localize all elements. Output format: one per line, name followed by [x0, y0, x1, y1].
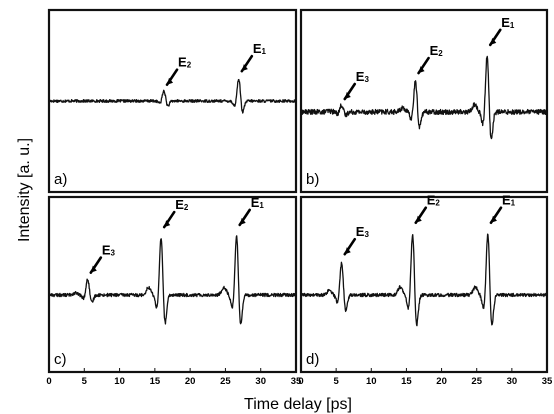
x-tick-label: 5: [82, 376, 88, 387]
series-line: [300, 233, 548, 327]
annotation-E1: E1: [238, 195, 264, 227]
panel-a: a) E2 E1: [47, 8, 298, 194]
x-tick-label: 35: [542, 376, 553, 387]
x-tick-label: 0: [298, 376, 303, 387]
x-tick-label: 15: [401, 376, 412, 387]
annotation-label: E1: [501, 15, 515, 30]
arrowhead-icon: [344, 247, 351, 255]
x-tick-label: 15: [150, 376, 161, 387]
x-tick-label: 10: [366, 376, 377, 387]
x-tick-label: 25: [220, 376, 231, 387]
annotation-E2: E2: [417, 43, 444, 75]
x-axis: 0 5 10 15 20 25 30 350 5 10 15 20 25 30 35: [46, 368, 553, 387]
panel-d: d) E3 E2 E1: [299, 193, 549, 374]
x-tick-label: 0: [46, 376, 51, 387]
annotation-label: E2: [178, 55, 192, 70]
arrowhead-icon: [241, 64, 248, 72]
y-axis-title: Intensity [a. u.]: [16, 138, 33, 242]
annotation-label: E2: [175, 197, 189, 212]
arrowhead-icon: [164, 220, 171, 228]
series-line: [300, 55, 548, 140]
arrowhead-icon: [344, 92, 351, 100]
annotation-label: E1: [502, 193, 516, 208]
x-tick-label: 35: [291, 376, 302, 387]
x-tick-label: 10: [114, 376, 125, 387]
x-tick-label: 20: [436, 376, 447, 387]
panel-label: d): [306, 351, 319, 368]
arrowhead-icon: [490, 215, 497, 223]
panel-frame: [47, 195, 298, 374]
arrowhead-icon: [418, 66, 425, 74]
arrowhead-icon: [415, 215, 422, 223]
annotation-label: E3: [356, 224, 370, 239]
arrowhead-icon: [167, 77, 174, 85]
annotation-E3: E3: [343, 69, 370, 101]
annotation-label: E3: [356, 69, 370, 84]
annotation-label: E2: [430, 43, 444, 58]
panel-frame: [299, 8, 549, 194]
annotation-label: E2: [427, 193, 441, 208]
arrowhead-icon: [90, 265, 97, 273]
x-axis-title: Time delay [ps]: [244, 396, 352, 413]
arrowhead-icon: [239, 217, 246, 225]
panel-label: b): [306, 171, 319, 188]
annotation-E3: E3: [89, 243, 116, 274]
panels: a) E2 E1 b) E3 E2 E1 c) E3 E2 E1 d) E3 E2 E1: [47, 8, 549, 374]
annotation-label: E3: [102, 243, 116, 258]
annotation-E3: E3: [343, 224, 370, 256]
panel-frame: [299, 195, 549, 374]
panel-c: c) E3 E2 E1: [47, 195, 298, 374]
annotation-E1: E1: [240, 41, 267, 73]
x-tick-label: 25: [471, 376, 482, 387]
arrowhead-icon: [490, 37, 497, 45]
annotation-label: E1: [253, 41, 267, 56]
annotation-E2: E2: [165, 55, 192, 87]
x-tick-label: 30: [507, 376, 518, 387]
series-line: [48, 235, 297, 325]
panel-b: b) E3 E2 E1: [299, 8, 549, 194]
panel-label: a): [54, 171, 67, 188]
series-line: [48, 78, 297, 114]
annotation-E2: E2: [162, 197, 189, 229]
x-tick-label: 5: [333, 376, 339, 387]
annotation-E1: E1: [488, 15, 515, 47]
x-tick-label: 20: [185, 376, 196, 387]
panel-label: c): [54, 351, 67, 368]
x-tick-label: 30: [255, 376, 266, 387]
